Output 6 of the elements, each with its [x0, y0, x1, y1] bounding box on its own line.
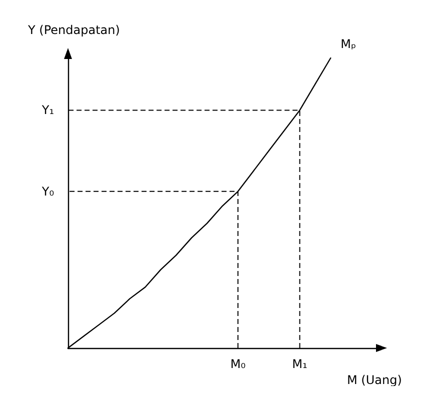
y-axis-title: Y (Pendapatan) [27, 23, 120, 37]
series-label: Mₚ [340, 37, 356, 51]
x-tick-label: M₁ [292, 357, 308, 371]
x-tick-label: M₀ [230, 357, 246, 371]
text: Y₁ [40, 103, 54, 118]
text: Y₀ [40, 184, 54, 198]
